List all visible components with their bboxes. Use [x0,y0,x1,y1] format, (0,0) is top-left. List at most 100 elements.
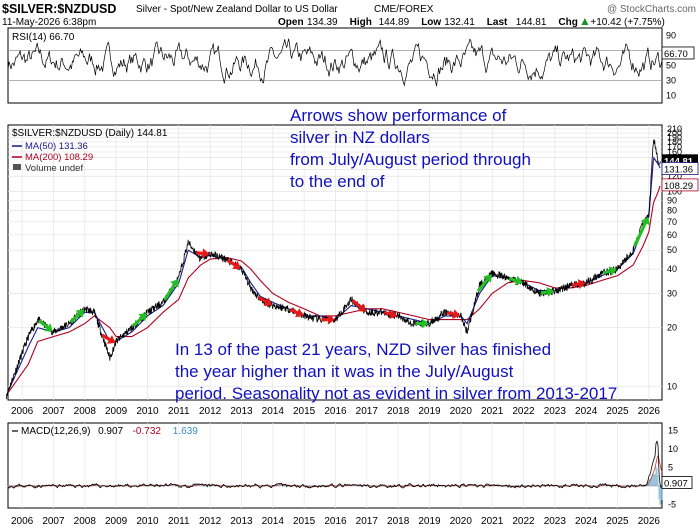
ma50-price-box [661,162,699,175]
macd-x-tick-label: 2020 [450,516,473,527]
ohlc-label: High [350,17,372,28]
season-arrow-up [163,283,176,301]
ohlc-readout: Open 134.39 High 144.89 Low 132.41 Last 144.81 C… [278,17,665,28]
macd-x-tick-label: 2007 [42,516,65,527]
season-arrowhead-down [263,297,273,306]
season-arrow-up [508,276,517,283]
season-arrow-down [195,251,203,255]
price-tick-label: 210 [667,124,682,134]
macd-panel [7,422,663,509]
season-arrow-down [351,299,362,309]
macd-current-label: 0.907 [664,478,688,489]
price-tick-label: 160 [667,147,682,157]
season-arrowhead-up [514,275,523,286]
ohlc-value: 132.41 [444,17,475,28]
price-x-tick-label: 2014 [262,406,285,417]
macd-tick-label: -5 [668,499,676,509]
macd-x-tick-label: 2024 [575,516,598,527]
season-arrowhead-up [483,274,492,283]
price-tick-label: 10 [667,381,677,391]
price-x-tick-label: 2023 [544,406,567,417]
macd-x-tick-label: 2018 [387,516,410,527]
price-tick-label: 100 [667,187,682,197]
season-arrowhead-up [44,323,53,332]
volume-legend-swatch [13,164,21,170]
price-tick-label: 20 [667,323,677,333]
chart-description: Silver - Spot/New Zealand Dollar to US D… [136,4,338,15]
ohlc-label: Last [487,17,508,28]
rsi-current-box [661,46,695,60]
macd-x-tick-label: 2019 [418,516,441,527]
annotation-bottom: In 13 of the past 21 years, NZD silver h… [175,340,617,403]
price-tick-label: 170 [667,142,682,152]
rsi-tick-label: 90 [666,31,676,41]
price-x-tick-label: 2011 [168,406,190,417]
season-arrowhead-up [421,318,429,329]
price-tick-label: 80 [667,206,677,216]
season-arrowhead-up [75,309,85,318]
season-arrowhead-down [577,279,586,289]
price-x-tick-label: 2009 [105,406,128,417]
season-arrow-down [101,333,111,341]
season-arrowhead-down [106,335,116,344]
price-x-tick-label: 2025 [606,406,629,417]
season-arrow-up [633,222,647,247]
rsi-tick-label: 10 [666,91,676,101]
price-x-tick-label: 2021 [481,406,504,417]
ohlc-value: 134.39 [307,17,338,28]
season-arrow-up [38,319,49,329]
macd-x-tick-label: 2015 [293,516,316,527]
rsi-panel [7,27,663,104]
price-x-tick-label: 2019 [418,406,441,417]
season-arrowhead-down [357,303,367,312]
price-x-tick-label: 2026 [638,406,661,417]
ma200-price-box [661,178,699,192]
macd-tick-label: 15 [668,425,678,435]
price-x-tick-label: 2007 [42,406,65,417]
macd-x-tick-label: 2016 [324,516,347,527]
season-arrowhead-up [640,216,650,226]
macd-legend-item: 0.907 [98,426,123,437]
price-tick-label: 90 [667,196,677,206]
macd-legend-item: 1.639 [173,426,198,437]
macd-legend-item: MACD(12,26,9) [21,426,90,437]
price-tick-label: 30 [667,288,677,298]
macd-x-tick-label: 2009 [105,516,128,527]
ohlc-value: +10.42 (+7.75%) [590,17,665,28]
price-x-tick-label: 2015 [293,406,316,417]
macd-line [7,440,663,489]
macd-tick-label: 10 [668,444,678,454]
season-arrowhead-down [389,309,398,320]
ohlc-value: 144.81 [516,17,547,28]
season-arrow-down [446,311,454,316]
ma50-price-label: 131.36 [664,165,693,176]
macd-current-box [661,476,693,489]
price-tick-label: 190 [667,132,682,142]
season-arrow-down [289,308,298,315]
price-x-tick-label: 2020 [450,406,473,417]
season-arrowhead-up [170,278,179,288]
price-x-tick-label: 2017 [356,406,379,417]
macd-x-tick-label: 2021 [481,516,504,527]
season-arrowhead-down [452,309,461,320]
season-arrow-down [257,295,267,304]
ohlc-value: 144.89 [379,17,410,28]
rsi-tick-label: 50 [666,61,676,71]
macd-x-tick-label: 2023 [544,516,567,527]
season-arrow-up [476,278,489,293]
season-arrow-up [540,290,548,295]
ma200-legend: MA(200) 108.29 [25,152,93,163]
price-tick-label: 40 [667,264,677,274]
season-arrow-up [602,269,611,275]
season-arrow-up [69,313,81,324]
macd-x-tick-label: 2017 [356,516,379,527]
rsi-current-label: 66.70 [664,49,688,60]
up-arrow-icon [581,18,589,25]
price-x-tick-label: 2010 [136,406,159,417]
macd-x-tick-label: 2012 [199,516,222,527]
season-arrow-down [571,282,579,287]
price-x-tick-label: 2006 [11,406,34,417]
season-arrowhead-up [608,266,617,276]
price-panel [7,124,663,401]
